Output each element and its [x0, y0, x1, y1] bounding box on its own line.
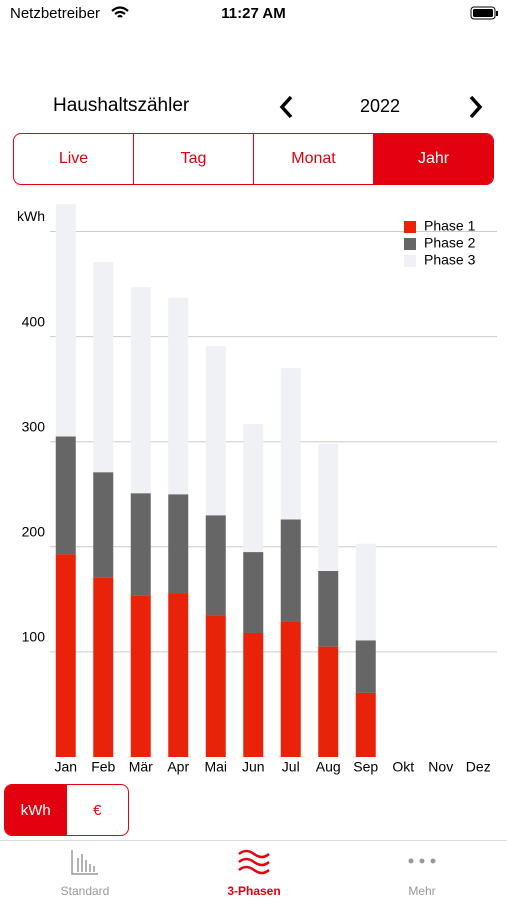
bar-segment — [280, 621, 301, 757]
more-icon — [408, 858, 436, 864]
bar-segment — [93, 472, 114, 578]
x-tick-label: Sep — [353, 759, 378, 775]
tab[interactable]: Tag — [134, 134, 254, 184]
next-year[interactable] — [465, 94, 485, 120]
x-tick-label: Feb — [91, 759, 115, 775]
unit-toggle: kWh € — [4, 784, 129, 836]
meter-title: Haushaltszähler — [53, 95, 190, 116]
bar-segment — [205, 615, 226, 757]
bar-segment — [243, 632, 264, 757]
x-tick-label: Aug — [316, 759, 341, 775]
wifi-icon — [111, 6, 129, 18]
bar-segment — [130, 493, 151, 596]
bar-segment — [130, 595, 151, 757]
y-tick-label: 200 — [22, 524, 46, 540]
y-tick-label: kWh — [17, 208, 45, 224]
legend-swatch — [404, 238, 416, 250]
bar-segment — [205, 515, 226, 616]
legend-swatch — [404, 255, 416, 267]
bar-segment — [355, 543, 376, 641]
legend-label: Phase 2 — [424, 235, 476, 251]
legend-label: Phase 3 — [424, 252, 476, 268]
bar-segment — [318, 443, 339, 571]
legend-swatch — [404, 221, 416, 233]
y-tick-label: 300 — [22, 418, 46, 434]
y-tick-label: 400 — [22, 313, 46, 329]
tab-bar-item[interactable]: Standard — [60, 884, 110, 898]
x-tick-label: Jun — [242, 759, 265, 775]
tab-bar-item[interactable]: 3-Phasen — [227, 884, 281, 898]
bar-segment — [168, 593, 189, 757]
x-tick-label: Okt — [392, 759, 414, 775]
tab-bar-divider — [0, 840, 507, 841]
chart: 100 200 300 400 kWh Jan Feb Mär Apr Mai Jun Jul Aug S… — [17, 204, 497, 775]
bar-segment — [318, 646, 339, 757]
x-tick-label: Dez — [466, 759, 491, 775]
period-tabs: Live Tag Monat Jahr — [13, 133, 494, 185]
x-tick-label: Apr — [167, 759, 189, 775]
bar-segment — [280, 368, 301, 520]
x-tick-label: Mär — [129, 759, 153, 775]
bar-segment — [243, 423, 264, 553]
legend-label: Phase 1 — [424, 218, 476, 234]
tab-bar-item[interactable]: Mehr — [408, 884, 436, 898]
prev-year[interactable] — [277, 94, 297, 120]
battery-icon — [470, 6, 498, 20]
tab[interactable]: Jahr — [374, 134, 493, 184]
bar-segment — [355, 640, 376, 693]
standard-icon — [71, 850, 98, 875]
bar-segment — [318, 570, 339, 647]
tab[interactable]: Live — [14, 134, 134, 184]
x-tick-label: Jul — [282, 759, 300, 775]
bar-segment — [93, 262, 114, 473]
bar-segment — [55, 436, 76, 555]
bar-segment — [55, 554, 76, 757]
unit-option[interactable]: € — [93, 801, 102, 819]
year: 2022 — [359, 96, 401, 116]
phases-icon — [238, 849, 270, 875]
x-tick-label: Nov — [428, 759, 453, 775]
bar-segment — [168, 494, 189, 594]
unit-option[interactable]: kWh — [5, 785, 67, 835]
y-tick-label: 100 — [22, 629, 46, 645]
tab[interactable]: Monat — [254, 134, 374, 184]
bar-segment — [130, 287, 151, 494]
bar-segment — [205, 346, 226, 516]
bar-segment — [280, 519, 301, 622]
bar-segment — [55, 204, 76, 437]
bar-segment — [93, 577, 114, 757]
bar-segment — [355, 692, 376, 757]
x-tick-label: Mai — [204, 759, 227, 775]
x-tick-label: Jan — [54, 759, 77, 775]
bar-segment — [168, 297, 189, 495]
bar-segment — [243, 552, 264, 633]
clock: 11:27 AM — [221, 5, 286, 22]
carrier: Netzbetreiber — [10, 5, 101, 22]
